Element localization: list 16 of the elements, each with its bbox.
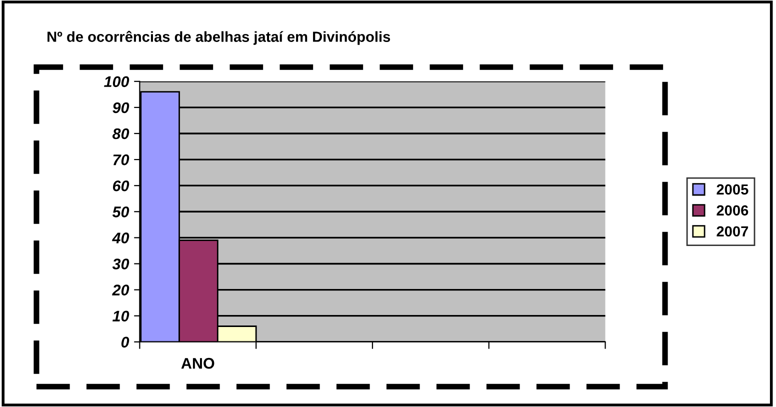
legend-label: 2007 (716, 226, 748, 237)
x-tick-label: ANO (181, 358, 214, 369)
y-tick-label: 20 (112, 284, 130, 296)
y-tick-label: 0 (121, 336, 130, 348)
legend-label: 2005 (716, 184, 748, 195)
y-tick-label: 10 (112, 310, 130, 322)
y-tick-label: 60 (112, 180, 130, 192)
y-tick-label: 30 (112, 258, 130, 270)
y-tick-label: 70 (113, 154, 130, 166)
y-tick-label: 80 (112, 128, 130, 140)
legend-label: 2006 (716, 205, 748, 216)
chart-title: Nº de ocorrências de abelhas jataí em Divinópolis (48, 30, 390, 45)
y-tick-label: 50 (112, 206, 130, 218)
y-tick-label: 90 (112, 102, 130, 114)
y-tick-label: 40 (112, 232, 130, 244)
y-tick-label: 100 (104, 76, 130, 88)
